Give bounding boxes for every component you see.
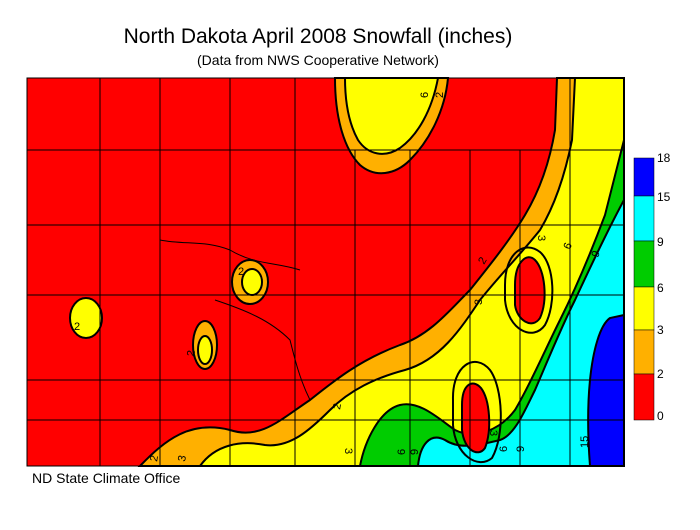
zone-low-pocket-1 xyxy=(514,256,546,325)
contour-label-3-east: 3 xyxy=(535,235,547,241)
contour-label-2-c2: 2 xyxy=(185,349,198,357)
contour-label-2-west: 2 xyxy=(74,321,80,333)
legend-label-3: 3 xyxy=(657,323,664,337)
legend-swatch-15 xyxy=(633,157,655,197)
contour-label-9-east: 9 xyxy=(590,249,603,259)
zone-3in-center-island-2 xyxy=(197,335,213,365)
credit-text: ND State Climate Office xyxy=(32,470,181,486)
zone-3in-east xyxy=(198,77,625,467)
ring-3in-pocket-2 xyxy=(451,360,502,464)
county-boundaries xyxy=(27,78,624,466)
legend-swatch-0 xyxy=(633,373,655,421)
zone-2in-west-island xyxy=(69,297,103,339)
legend-swatch-6 xyxy=(633,240,655,288)
contour-label-9-s2: 9 xyxy=(515,446,527,452)
contour-label-2-ne: 2 xyxy=(476,255,489,266)
legend-label-15: 15 xyxy=(657,190,671,204)
contour-label-3-mid: 3 xyxy=(473,299,485,305)
map-subtitle: (Data from NWS Cooperative Network) xyxy=(197,52,439,68)
contour-label-3-s2: 3 xyxy=(487,430,499,436)
contour-label-3-sw: 3 xyxy=(176,454,189,462)
zone-9in-east xyxy=(416,170,625,467)
map-title: North Dakota April 2008 Snowfall (inches… xyxy=(123,25,513,48)
legend-label-6: 6 xyxy=(657,281,664,295)
contour-label-3-south: 3 xyxy=(342,448,354,454)
legend-swatch-3 xyxy=(633,286,655,331)
zone-3in-north-plume xyxy=(343,77,440,155)
contour-label-15-s: 15 xyxy=(579,436,591,448)
legend-swatch-2 xyxy=(633,329,655,375)
legend-swatch-9 xyxy=(633,195,655,242)
contour-label-2-center: 2 xyxy=(238,266,244,278)
legend-label-18: 18 xyxy=(657,151,671,165)
contour-label-6-s1: 6 xyxy=(396,449,408,455)
state-outline xyxy=(26,77,625,467)
contour-label-6-s2: 6 xyxy=(498,446,510,452)
contour-label-2-south: 2 xyxy=(331,402,344,410)
contour-label-2-north: 2 xyxy=(434,92,446,98)
contour-label-6-north: 6 xyxy=(419,92,431,98)
contour-label-6-east: 6 xyxy=(562,241,575,251)
contour-label-9-s1: 9 xyxy=(409,449,421,455)
contour-label-2-sw: 2 xyxy=(148,454,161,462)
legend-label-9: 9 xyxy=(657,235,664,249)
legend-label-2: 2 xyxy=(657,367,664,381)
legend-label-0: 0 xyxy=(657,409,664,423)
ring-3in-pocket-1 xyxy=(504,246,554,334)
